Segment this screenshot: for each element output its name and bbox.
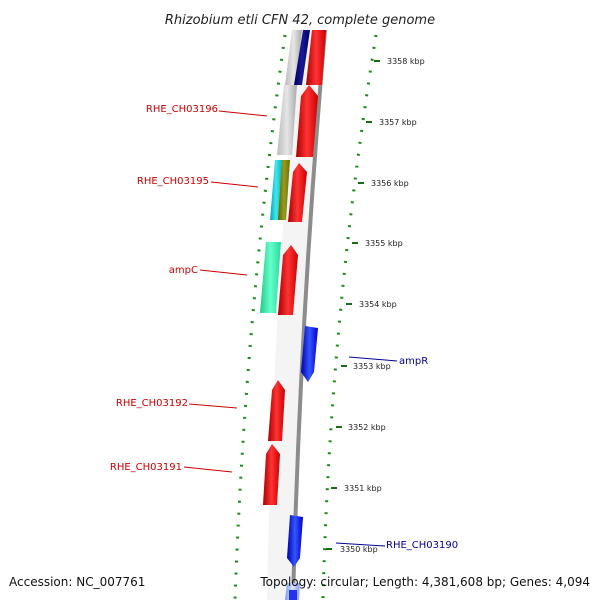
- tick-3352: 3352 kbp: [336, 423, 386, 432]
- gene-ampr: [301, 326, 318, 382]
- label-text-rhe-ch03196: RHE_CH03196: [146, 104, 218, 115]
- label-ampr: ampR: [348, 356, 428, 367]
- label-text-rhe-ch03192: RHE_CH03192: [116, 398, 188, 409]
- tick-3354: 3354 kbp: [346, 300, 397, 309]
- gene-rhe-ch03192: [268, 380, 285, 441]
- label-text-rhe-ch03190: RHE_CH03190: [386, 540, 458, 551]
- gene-red-top: [306, 30, 326, 85]
- topology-text: Topology: circular; Length: 4,381,608 bp…: [259, 575, 590, 589]
- gene-rhe-ch03195-olive: [278, 160, 290, 220]
- tick-3356: 3356 kbp: [358, 179, 409, 188]
- tick-label-3356: 3356 kbp: [371, 179, 409, 188]
- tick-label-3352: 3352 kbp: [348, 423, 386, 432]
- tick-label-3358: 3358 kbp: [387, 57, 425, 66]
- label-ampc: ampC: [169, 265, 248, 276]
- tick-label-3353: 3353 kbp: [353, 362, 391, 371]
- accession-text: Accession: NC_007761: [9, 575, 145, 589]
- tick-3350: 3350 kbp: [326, 545, 378, 554]
- gene-red-03196-forward: [296, 85, 318, 157]
- tick-label-3351: 3351 kbp: [344, 484, 382, 493]
- tick-3351: 3351 kbp: [331, 484, 382, 493]
- tick-3358: 3358 kbp: [374, 57, 425, 66]
- gene-navy-top: [294, 30, 310, 85]
- label-text-ampr: ampR: [399, 356, 428, 367]
- label-rhe-ch03191: RHE_CH03191: [110, 462, 233, 473]
- gene-rhe-ch03191: [263, 444, 280, 505]
- label-rhe-ch03196: RHE_CH03196: [146, 104, 268, 117]
- gene-red-ampc-forward: [278, 245, 298, 315]
- label-rhe-ch03192: RHE_CH03192: [116, 398, 238, 409]
- label-text-rhe-ch03195: RHE_CH03195: [137, 176, 209, 187]
- tick-3353: 3353 kbp: [341, 362, 391, 371]
- tick-label-3354: 3354 kbp: [359, 300, 397, 309]
- gene-ampc: [260, 242, 281, 313]
- tick-label-3355: 3355 kbp: [365, 239, 403, 248]
- gene-red-03195-forward: [288, 163, 307, 222]
- tick-label-3350: 3350 kbp: [340, 545, 378, 554]
- gene-rhe-ch03190: [287, 515, 303, 567]
- map-title: Rhizobium etli CFN 42, complete genome: [165, 13, 435, 28]
- gene-gray-top: [285, 30, 302, 85]
- label-rhe-ch03190: RHE_CH03190: [335, 540, 458, 551]
- gene-bottom-partial-core: [289, 590, 297, 600]
- gc-dotted-arc-right: [321, 34, 378, 600]
- label-text-ampc: ampC: [169, 265, 198, 276]
- tick-3355: 3355 kbp: [352, 239, 403, 248]
- tick-3357: 3357 kbp: [366, 118, 417, 127]
- label-rhe-ch03195: RHE_CH03195: [137, 176, 259, 188]
- tick-label-3357: 3357 kbp: [379, 118, 417, 127]
- gene-rhe-ch03196: [277, 85, 297, 155]
- label-text-rhe-ch03191: RHE_CH03191: [110, 462, 182, 473]
